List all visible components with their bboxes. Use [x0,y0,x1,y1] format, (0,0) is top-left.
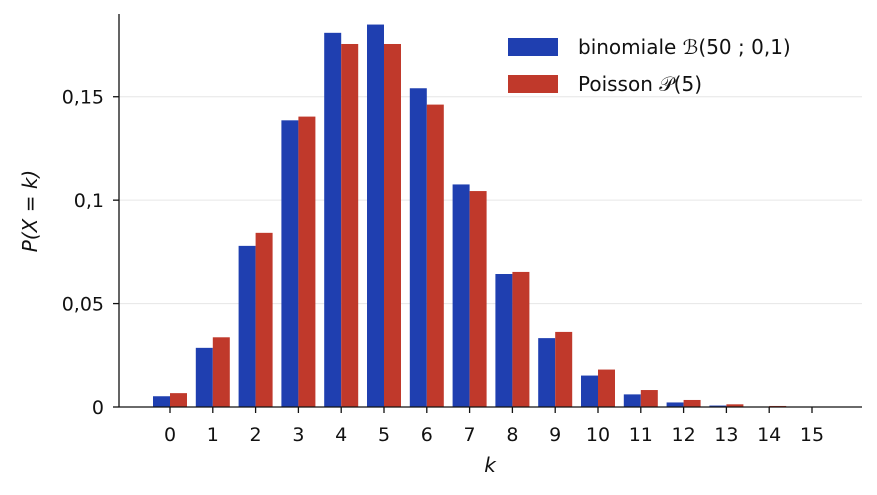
bar-binomial [409,88,427,407]
legend-swatch [508,75,558,93]
bar-poisson [298,116,316,407]
bar-poisson [384,43,401,408]
bar-poisson [726,404,744,407]
legend-label: binomiale ℬ(50 ; 0,1) [578,35,791,59]
legend-label: Poisson 𝒫(5) [578,72,702,96]
bar-poisson [341,43,359,408]
bar-binomial [452,184,470,407]
bar-poisson [255,232,273,407]
bar-binomial [495,274,513,407]
bar-binomial [281,120,299,408]
x-tick-label: 4 [335,424,347,446]
legend: binomiale ℬ(50 ; 0,1) Poisson 𝒫(5) [508,35,791,96]
y-axis-label: P(X = k) [18,170,42,252]
y-tick-label: 0 [92,397,104,419]
bar-poisson [555,331,573,407]
y-tick-label: 0,15 [62,87,104,109]
y-ticks: 0 0,05 0,1 0,15 [62,87,119,419]
x-tick-label: 3 [292,424,304,446]
x-tick-label: 2 [250,424,262,446]
bars [153,24,829,408]
bar-poisson [640,390,658,407]
x-tick-label: 12 [672,424,696,446]
bar-binomial [238,245,256,407]
bar-binomial [666,402,684,407]
y-tick-label: 0,1 [74,190,104,212]
bar-poisson [170,393,187,407]
bar-binomial [581,375,598,407]
bar-binomial [195,347,213,407]
legend-swatch [508,38,558,56]
y-tick-label: 0,05 [62,294,104,316]
bar-binomial [324,32,342,407]
bar-poisson [212,337,230,407]
x-tick-label: 5 [378,424,390,446]
x-tick-label: 15 [800,424,824,446]
bar-binomial [367,24,384,407]
x-tick-label: 0 [164,424,176,446]
x-tick-label: 6 [421,424,433,446]
bar-poisson [469,191,487,407]
bar-binomial [623,394,641,407]
bar-binomial [153,396,170,407]
x-tick-label: 10 [586,424,610,446]
bar-poisson [683,399,701,407]
axes [118,14,862,408]
bar-poisson [598,369,615,407]
x-tick-label: 11 [629,424,653,446]
x-axis-label: k [484,453,497,477]
bar-poisson [426,104,444,408]
x-ticks: 0 1 2 3 4 5 6 7 8 9 10 11 12 13 14 15 [164,407,824,446]
x-tick-label: 1 [207,424,219,446]
x-tick-label: 9 [549,424,561,446]
bar-poisson [512,271,530,407]
x-tick-label: 8 [506,424,518,446]
grid-lines [119,96,862,305]
x-tick-label: 7 [464,424,476,446]
x-tick-label: 13 [714,424,738,446]
bar-binomial [709,405,727,407]
bar-binomial [538,338,556,407]
x-tick-label: 14 [757,424,781,446]
